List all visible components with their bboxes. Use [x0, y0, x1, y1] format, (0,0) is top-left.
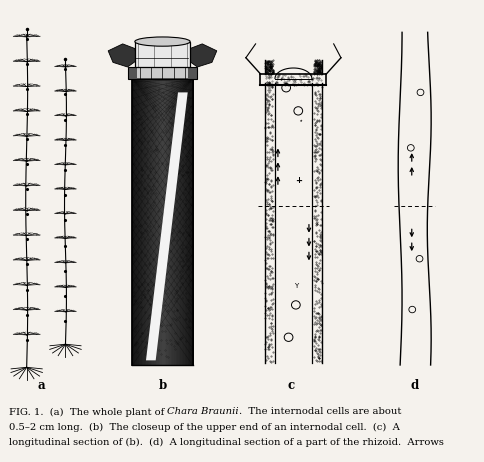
- Bar: [132, 79, 192, 365]
- Bar: [148, 79, 149, 365]
- Bar: [189, 79, 191, 365]
- Bar: [187, 79, 189, 365]
- Bar: [180, 79, 182, 365]
- Text: d: d: [409, 379, 418, 392]
- Bar: [143, 79, 144, 365]
- Bar: [184, 79, 186, 365]
- Bar: [134, 79, 135, 365]
- Bar: [169, 79, 170, 365]
- Text: Y: Y: [293, 284, 297, 289]
- Bar: [163, 79, 165, 365]
- Bar: [135, 79, 137, 365]
- Bar: [151, 79, 152, 365]
- Bar: [160, 79, 161, 365]
- Text: a: a: [37, 379, 45, 392]
- Bar: [167, 79, 169, 365]
- Bar: [175, 79, 177, 365]
- Polygon shape: [108, 44, 137, 67]
- Bar: [177, 79, 178, 365]
- Text: FIG. 1.  (a)  The whole plant of: FIG. 1. (a) The whole plant of: [9, 407, 167, 417]
- Bar: [192, 79, 194, 365]
- Bar: [170, 79, 172, 365]
- Text: 0.5–2 cm long.  (b)  The closeup of the upper end of an internodal cell.  (c)  A: 0.5–2 cm long. (b) The closeup of the up…: [9, 423, 399, 432]
- Polygon shape: [187, 44, 216, 67]
- Bar: [183, 79, 184, 365]
- Bar: [186, 79, 187, 365]
- Bar: [137, 68, 187, 78]
- Bar: [132, 79, 134, 365]
- Bar: [172, 79, 174, 365]
- Bar: [182, 79, 183, 365]
- Text: Chara Braunii: Chara Braunii: [167, 407, 238, 416]
- Bar: [166, 79, 167, 365]
- Text: b: b: [158, 379, 166, 392]
- Bar: [178, 79, 180, 365]
- Text: c: c: [287, 379, 294, 392]
- Polygon shape: [146, 92, 187, 360]
- Bar: [144, 79, 146, 365]
- Bar: [152, 79, 154, 365]
- Ellipse shape: [135, 37, 190, 46]
- Bar: [138, 79, 140, 365]
- Bar: [135, 42, 190, 67]
- Text: $\star$: $\star$: [297, 117, 303, 123]
- Bar: [191, 79, 192, 365]
- Text: longitudinal section of (b).  (d)  A longitudinal section of a part of the rhizo: longitudinal section of (b). (d) A longi…: [9, 438, 443, 447]
- Bar: [149, 79, 151, 365]
- Bar: [157, 79, 158, 365]
- Bar: [137, 79, 138, 365]
- Bar: [154, 79, 155, 365]
- Text: .  The internodal cells are about: . The internodal cells are about: [238, 407, 400, 416]
- Bar: [140, 79, 141, 365]
- Bar: [141, 79, 143, 365]
- Bar: [158, 79, 160, 365]
- Bar: [127, 67, 197, 79]
- Bar: [146, 79, 148, 365]
- Text: +: +: [294, 176, 301, 185]
- Bar: [174, 79, 175, 365]
- Bar: [165, 79, 166, 365]
- Bar: [155, 79, 157, 365]
- Bar: [161, 79, 163, 365]
